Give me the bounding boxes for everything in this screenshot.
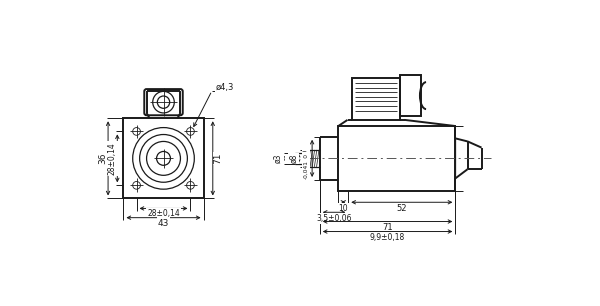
Text: 9,9±0,18: 9,9±0,18 [370,233,405,242]
Bar [124,118,203,198]
Text: 36: 36 [98,153,107,164]
Text: 52: 52 [397,204,407,213]
Text: 71: 71 [382,223,393,232]
Text: ø8: ø8 [289,154,298,163]
Bar [400,75,421,116]
Text: ø3: ø3 [274,154,283,163]
Text: 28±0,14: 28±0,14 [107,142,116,175]
Text: 43: 43 [158,218,169,228]
Bar [338,126,455,191]
Text: 10: 10 [338,204,348,213]
Text: 28±0,14: 28±0,14 [147,209,180,218]
Text: ø4,3: ø4,3 [216,83,234,92]
Text: ø19: ø19 [303,149,309,162]
Text: 71: 71 [214,153,223,164]
Text: 3,5±0,06: 3,5±0,06 [316,214,352,223]
Bar [352,77,400,120]
Text: -0,041: -0,041 [304,160,308,179]
Text: -0,020: -0,020 [304,154,308,173]
